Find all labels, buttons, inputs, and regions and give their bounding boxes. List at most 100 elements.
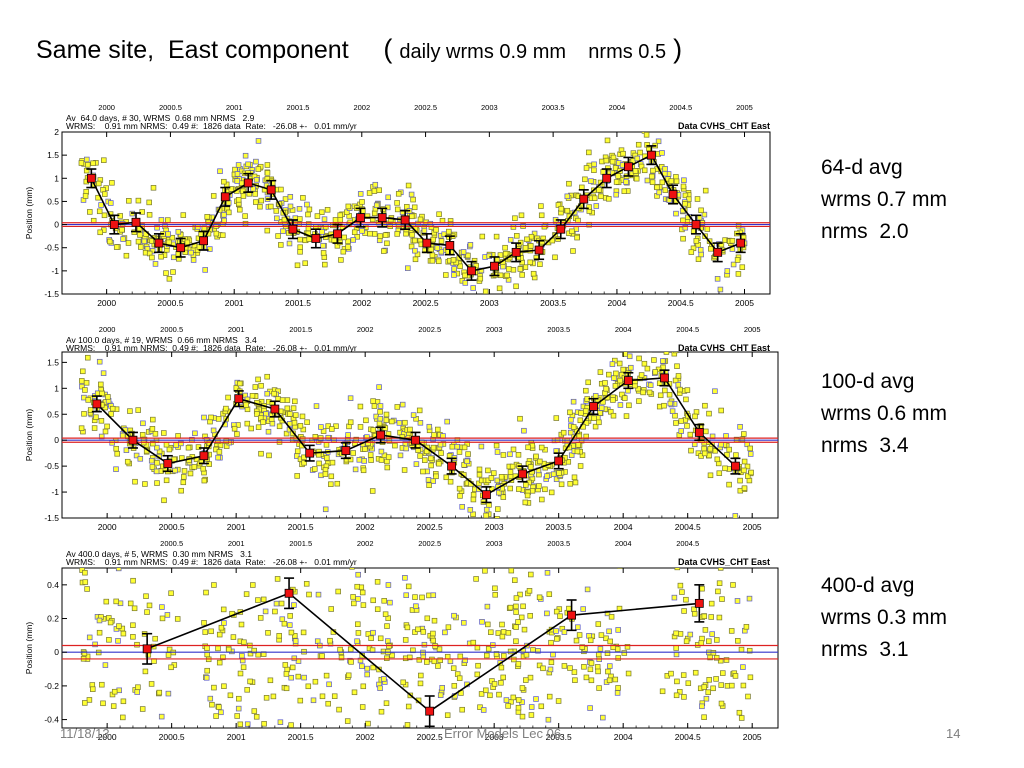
data-point — [553, 415, 560, 421]
top-tick-label: 2001.5 — [287, 103, 310, 112]
data-point — [688, 249, 695, 255]
data-point — [266, 452, 272, 459]
data-point — [521, 427, 527, 434]
data-point — [287, 411, 293, 417]
data-point — [306, 591, 312, 598]
data-point — [626, 353, 633, 360]
data-point — [523, 482, 529, 488]
data-point — [264, 390, 270, 397]
data-point — [255, 597, 261, 603]
data-point — [418, 672, 424, 679]
data-point — [548, 639, 554, 646]
data-point — [533, 453, 539, 460]
data-point — [573, 637, 580, 644]
data-point — [354, 583, 360, 590]
data-point — [519, 713, 526, 720]
data-point — [701, 613, 708, 620]
data-point — [410, 196, 416, 203]
data-point — [175, 229, 182, 235]
data-point — [96, 358, 103, 365]
data-point — [538, 203, 544, 209]
data-point — [433, 227, 439, 233]
data-point — [586, 149, 592, 156]
chart-header-line1: Av 100.0 days, # 19, WRMS 0.66 mm NRMS 3… — [66, 335, 257, 345]
data-point — [570, 398, 577, 405]
data-point — [728, 628, 735, 634]
data-point — [253, 158, 259, 165]
data-point — [604, 650, 611, 656]
data-point — [438, 450, 444, 456]
data-point — [310, 697, 317, 704]
data-point — [362, 446, 368, 452]
data-point — [747, 451, 754, 457]
data-point — [110, 703, 117, 709]
data-point — [430, 637, 436, 644]
data-point — [234, 178, 240, 184]
data-point — [158, 713, 165, 720]
data-point — [668, 178, 675, 184]
data-point — [178, 487, 184, 494]
data-point — [137, 456, 144, 462]
x-tick-label: 2000 — [97, 298, 116, 308]
data-point — [476, 480, 482, 487]
data-point — [500, 674, 506, 681]
data-point — [352, 466, 359, 473]
data-point — [321, 216, 328, 222]
data-point — [203, 675, 210, 681]
data-point — [585, 379, 591, 386]
data-point — [467, 242, 474, 248]
data-point — [556, 470, 562, 476]
data-point — [738, 715, 745, 721]
data-point — [574, 234, 580, 241]
data-point — [216, 449, 223, 455]
data-point — [686, 196, 692, 202]
data-point — [493, 651, 500, 657]
data-point — [384, 240, 390, 247]
data-point — [546, 591, 553, 597]
data-point — [99, 390, 105, 397]
data-point — [622, 352, 628, 357]
data-point — [108, 200, 114, 206]
data-point — [123, 252, 130, 259]
average-point — [425, 706, 435, 716]
data-point — [195, 444, 202, 450]
data-point — [641, 167, 648, 174]
y-tick-label: 1 — [54, 173, 59, 183]
average-point — [266, 185, 276, 195]
data-point — [682, 224, 689, 231]
data-point — [207, 695, 214, 702]
chart-header-line1: Av 400.0 days, # 5, WRMS 0.30 mm NRMS 3.… — [66, 549, 252, 559]
data-point — [478, 443, 485, 450]
data-point — [377, 403, 384, 409]
data-point — [476, 466, 483, 473]
x-tick-label: 2000 — [98, 522, 117, 532]
y-tick-label: -0.2 — [44, 681, 59, 691]
data-point — [165, 690, 172, 697]
data-point — [242, 152, 249, 159]
data-point — [671, 594, 678, 601]
data-point — [297, 216, 303, 222]
data-point — [412, 594, 418, 600]
annotation-line: wrms 0.6 mm — [821, 402, 947, 425]
x-tick-label: 2005 — [735, 298, 754, 308]
data-point — [289, 664, 296, 671]
data-point — [600, 169, 606, 175]
data-point — [673, 178, 680, 185]
data-point — [288, 629, 295, 636]
data-point — [567, 665, 573, 671]
data-point — [694, 196, 701, 202]
data-point — [149, 464, 156, 470]
data-point — [370, 427, 377, 433]
data-point — [84, 156, 90, 163]
data-point — [523, 652, 530, 658]
data-point — [221, 178, 227, 185]
data-point — [620, 366, 626, 373]
data-point — [174, 616, 181, 622]
data-point — [513, 609, 519, 615]
data-point — [402, 419, 408, 426]
data-point — [290, 405, 297, 411]
data-point — [220, 232, 226, 238]
data-point — [251, 708, 258, 714]
data-point — [503, 697, 510, 703]
data-point — [284, 397, 291, 403]
